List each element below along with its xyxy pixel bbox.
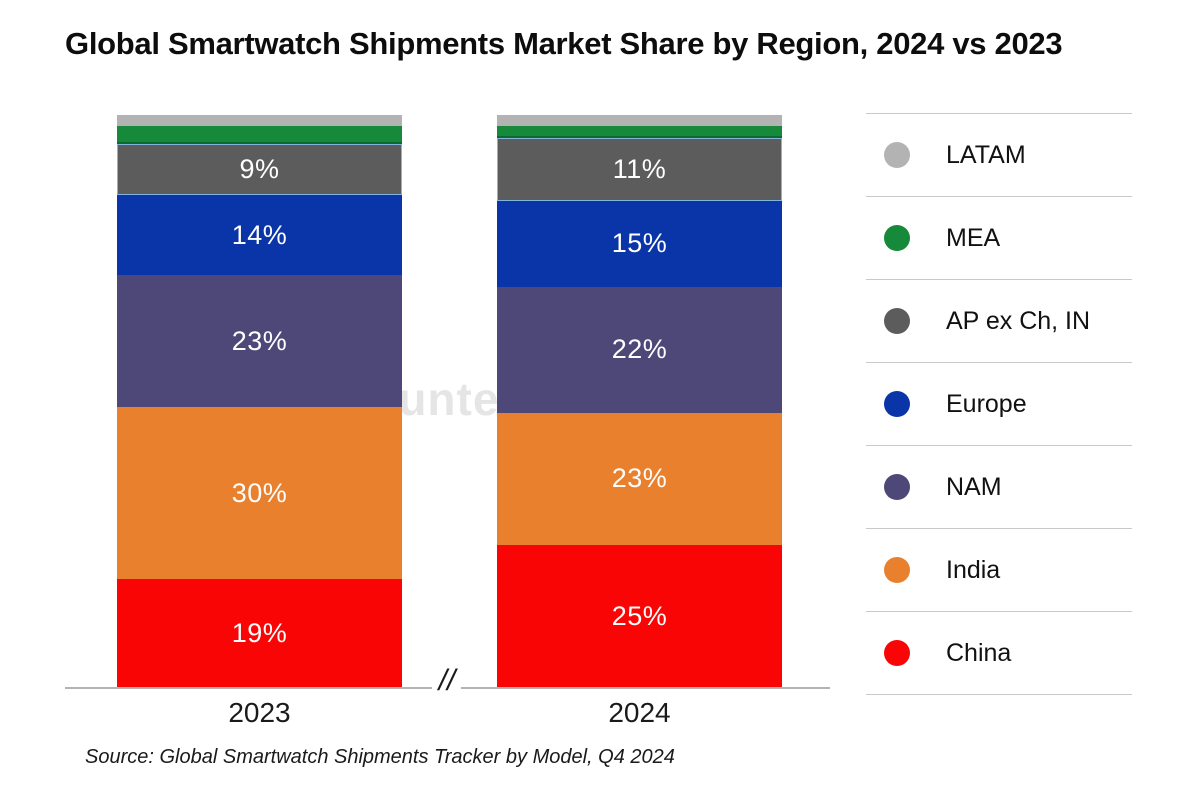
x-axis-line-right <box>461 687 830 689</box>
segment-value-label: 23% <box>611 463 668 494</box>
legend-item-europe: Europe <box>866 363 1132 446</box>
bar-segment-nam-2023: 23% <box>117 275 402 408</box>
legend-swatch-europe <box>884 391 910 417</box>
legend-label: LATAM <box>946 140 1026 169</box>
legend-item-ap-ex-ch-in: AP ex Ch, IN <box>866 280 1132 363</box>
bar-segment-india-2024: 23% <box>497 412 782 545</box>
bar-segment-ap-ex-ch-in-2023: 9% <box>117 143 402 196</box>
legend-swatch-latam <box>884 142 910 168</box>
legend: LATAM MEA AP ex Ch, IN Europe NAM India China <box>866 113 1132 695</box>
segment-value-label: 30% <box>231 477 288 508</box>
legend-label: AP ex Ch, IN <box>946 306 1091 335</box>
bar-segment-china-2023: 19% <box>117 579 402 688</box>
legend-item-china: China <box>866 612 1132 695</box>
segment-value-label: 14% <box>231 219 288 250</box>
legend-label: NAM <box>946 472 1002 501</box>
segment-value-label: 9% <box>239 153 280 184</box>
bar-segment-latam-2024 <box>497 115 782 127</box>
segment-value-label: 23% <box>231 325 288 356</box>
x-axis-line-left <box>65 687 432 689</box>
stacked-bar-2024: 11% 15% 22% 23% 25% <box>497 115 782 688</box>
bar-segment-india-2023: 30% <box>117 407 402 580</box>
bar-segment-china-2024: 25% <box>497 544 782 688</box>
legend-swatch-ap-ex-ch-in <box>884 308 910 334</box>
stacked-bar-2023: 9% 14% 23% 30% 19% <box>117 115 402 688</box>
bar-segment-mea-2024 <box>497 126 782 138</box>
legend-item-mea: MEA <box>866 197 1132 280</box>
segment-value-label: 19% <box>231 618 288 649</box>
bar-segment-europe-2024: 15% <box>497 200 782 287</box>
legend-label: Europe <box>946 389 1027 418</box>
axis-break-mark: // <box>438 664 456 697</box>
bar-segment-ap-ex-ch-in-2024: 11% <box>497 137 782 201</box>
legend-swatch-china <box>884 640 910 666</box>
x-tick-label-2023: 2023 <box>228 697 291 728</box>
x-tick-label-2024: 2024 <box>608 697 671 728</box>
legend-swatch-india <box>884 557 910 583</box>
segment-value-label: 15% <box>611 228 668 259</box>
segment-value-label: 25% <box>611 600 668 631</box>
legend-item-nam: NAM <box>866 446 1132 529</box>
bar-segment-latam-2023 <box>117 115 402 127</box>
legend-item-latam: LATAM <box>866 114 1132 197</box>
legend-item-india: India <box>866 529 1132 612</box>
chart-title: Global Smartwatch Shipments Market Share… <box>65 26 1063 61</box>
legend-label: India <box>946 555 1001 584</box>
legend-swatch-nam <box>884 474 910 500</box>
legend-label: MEA <box>946 223 1001 252</box>
segment-value-label: 22% <box>611 334 668 365</box>
bar-segment-mea-2023 <box>117 126 402 144</box>
legend-swatch-mea <box>884 225 910 251</box>
segment-value-label: 11% <box>612 153 667 184</box>
source-note: Source: Global Smartwatch Shipments Trac… <box>85 746 675 768</box>
legend-label: China <box>946 638 1012 667</box>
bar-segment-nam-2024: 22% <box>497 286 782 413</box>
bar-segment-europe-2023: 14% <box>117 195 402 276</box>
